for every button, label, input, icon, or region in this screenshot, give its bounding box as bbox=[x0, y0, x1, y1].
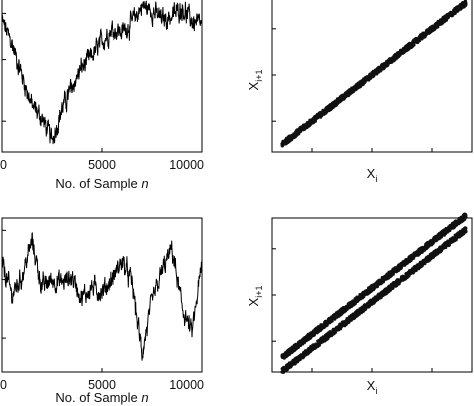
x-tick-label: 0 bbox=[0, 158, 7, 172]
plot-frame bbox=[1, 0, 203, 153]
x-axis-label: Xi bbox=[367, 166, 378, 184]
scatter-point bbox=[464, 215, 468, 219]
x-tick-label: 5000 bbox=[88, 158, 116, 172]
scatter-point bbox=[447, 243, 451, 247]
scatter-point bbox=[412, 256, 416, 260]
panel-bottom-right: Xi Xi+1 bbox=[246, 212, 473, 396]
y-axis-label: Xi+1 bbox=[246, 70, 264, 91]
scatter-point bbox=[325, 323, 329, 327]
scatter-point bbox=[464, 226, 468, 230]
plot-frame bbox=[271, 217, 473, 373]
panel-top-right: Xi Xi+1 bbox=[246, 0, 473, 184]
scatter-point bbox=[379, 68, 383, 72]
scatter-point bbox=[464, 2, 468, 6]
panel-bottom-left: 0 5000 10000 No. of Sample n bbox=[0, 217, 204, 405]
x-tick-label: 0 bbox=[0, 378, 7, 392]
y-axis-label: Xi+1 bbox=[246, 286, 264, 307]
x-tick-label: 5000 bbox=[88, 378, 116, 392]
scatter-point bbox=[436, 25, 440, 29]
scatter-point bbox=[313, 119, 317, 123]
scatter-point bbox=[464, 229, 468, 233]
scatter-point bbox=[412, 43, 416, 47]
x-axis-label: No. of Sample n bbox=[55, 390, 148, 405]
data-line bbox=[1, 232, 203, 361]
x-axis-label: No. of Sample n bbox=[55, 176, 148, 191]
x-tick-label: 10000 bbox=[169, 158, 204, 172]
x-tick-label: 10000 bbox=[169, 378, 204, 392]
x-axis-label: Xi bbox=[367, 378, 378, 396]
panel-top-left: 0 5000 10000 No. of Sample n bbox=[0, 0, 204, 191]
data-line bbox=[1, 0, 203, 145]
